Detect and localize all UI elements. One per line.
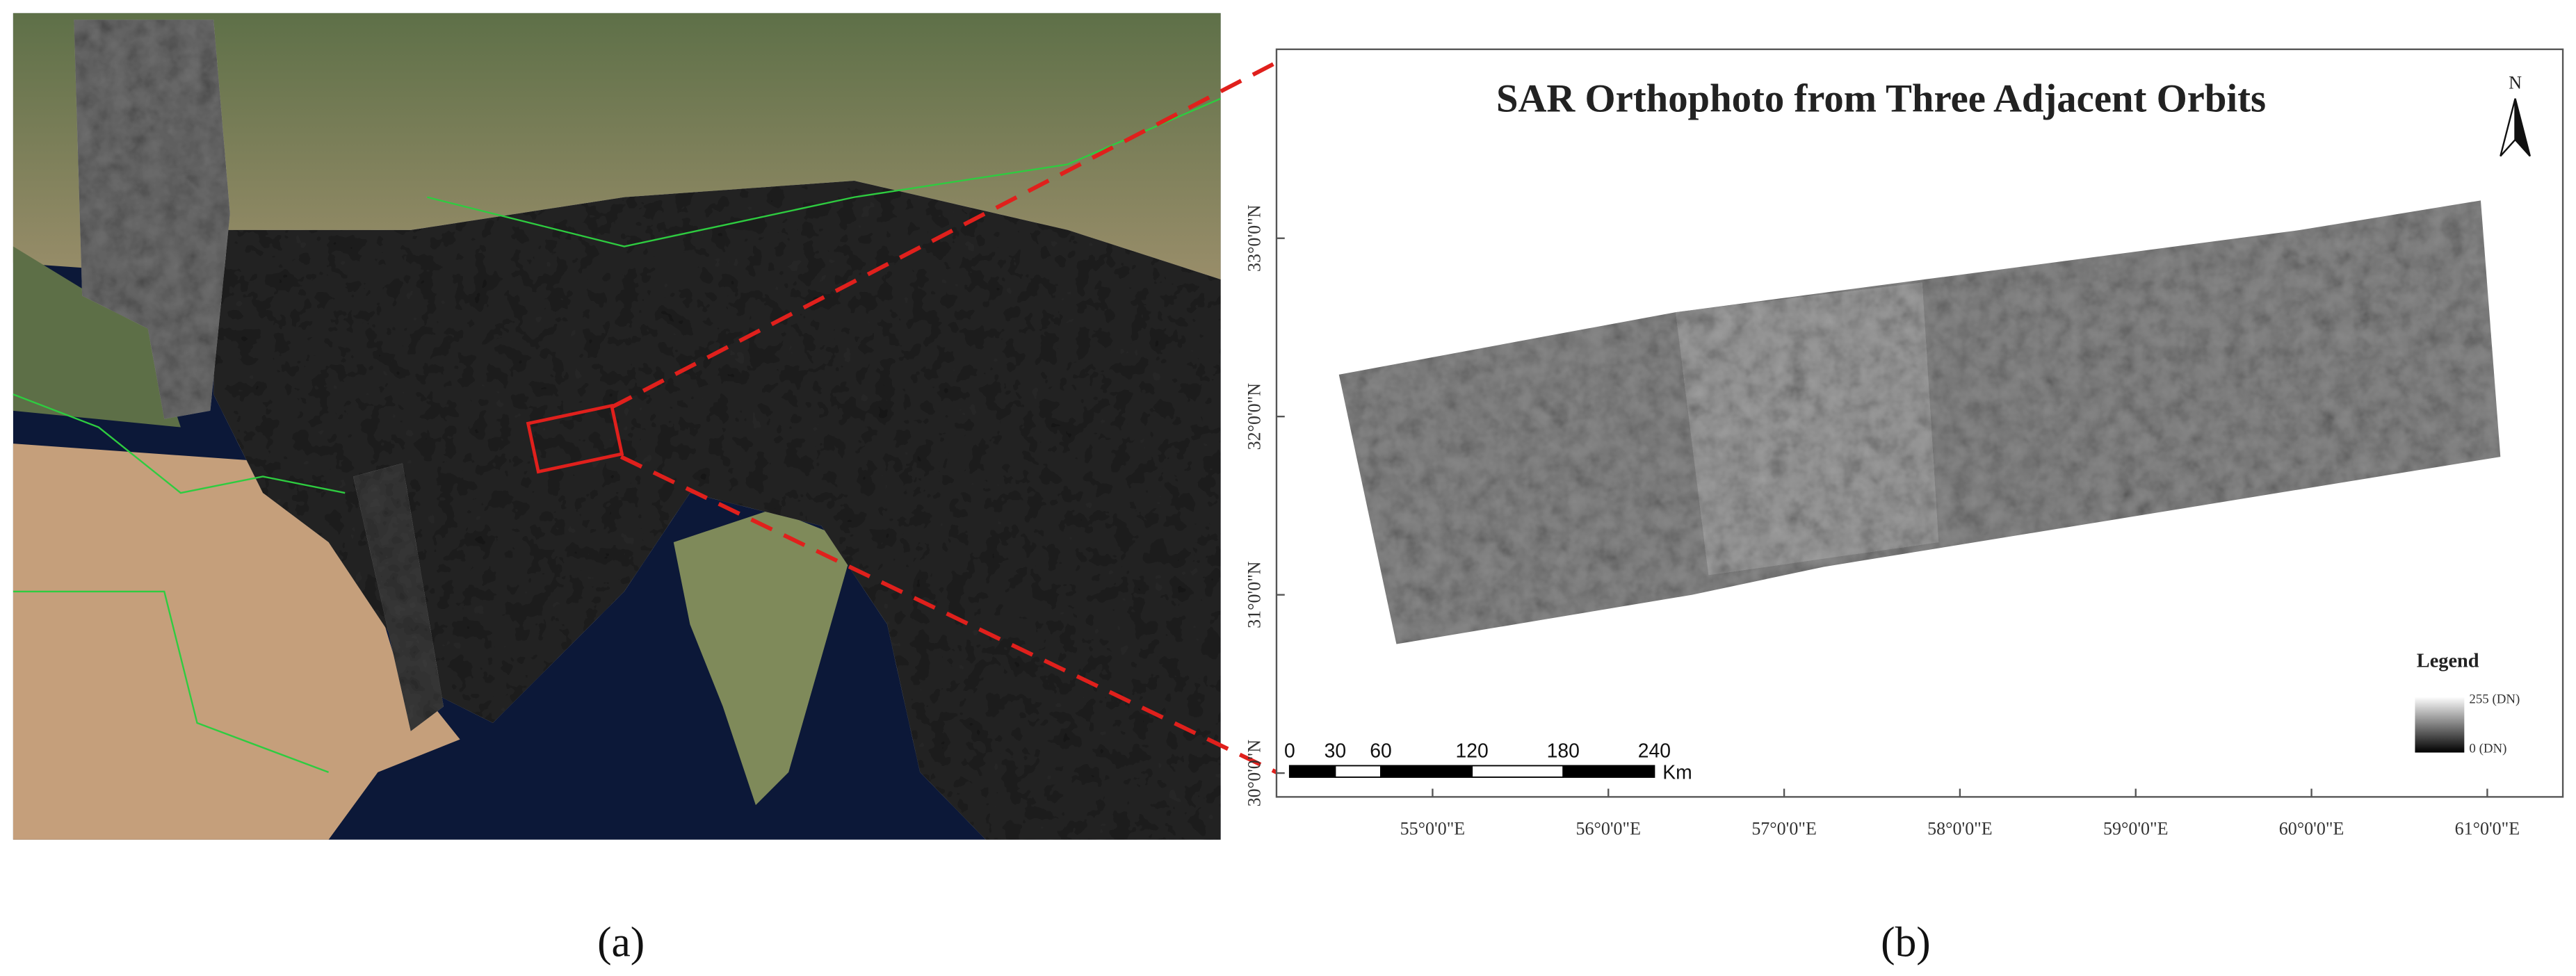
lon-label: 59°0'0"E (2103, 819, 2169, 839)
legend-ramp (2415, 697, 2465, 753)
lat-label: 31°0'0"N (1244, 561, 1264, 628)
scale-label: 30 (1325, 740, 1347, 763)
sar-mosaic (213, 181, 1221, 840)
lat-label: 32°0'0"N (1244, 383, 1264, 450)
scale-segment (1334, 765, 1382, 778)
scale-label: 0 (1284, 740, 1295, 763)
scale-label: 180 (1547, 740, 1580, 763)
scale-segment (1562, 765, 1655, 778)
zoom-line (619, 455, 1278, 774)
sar-orbit (1676, 282, 1939, 576)
scale-unit: Km (1662, 761, 1692, 783)
land-europe (13, 246, 181, 428)
panel-b-label: (b) (1881, 919, 1931, 966)
border (427, 97, 1222, 247)
panel-a-label: (a) (597, 919, 645, 966)
legend-title: Legend (2417, 651, 2479, 672)
lon-label: 60°0'0"E (2279, 819, 2344, 839)
lon-label: 57°0'0"E (1751, 819, 1817, 839)
scale-segment (1288, 765, 1336, 778)
lat-label: 33°0'0"N (1244, 204, 1264, 272)
scale-label: 120 (1455, 740, 1488, 763)
border (13, 590, 329, 774)
lon-label: 58°0'0"E (1927, 819, 1993, 839)
scale-segment (1380, 765, 1473, 778)
study-area-box (526, 403, 624, 474)
lon-label: 61°0'0"E (2455, 819, 2520, 839)
zoom-line (610, 60, 1278, 409)
land-india (673, 509, 854, 806)
north-arrow (2514, 98, 2531, 157)
panel-b-title: SAR Orthophoto from Three Adjacent Orbit… (1496, 77, 2266, 121)
legend-high: 255 (DN) (2469, 692, 2520, 707)
lon-label: 56°0'0"E (1576, 819, 1642, 839)
legend-low: 0 (DN) (2469, 742, 2506, 756)
lon-label: 55°0'0"E (1400, 819, 1466, 839)
lat-label: 30°0'0"N (1244, 740, 1264, 807)
north-label: N (2509, 73, 2522, 93)
sar-strip (74, 19, 230, 419)
sar-strip (353, 463, 444, 731)
panel-a-map (13, 13, 1222, 840)
scale-label: 240 (1638, 740, 1671, 763)
border (13, 393, 346, 494)
scale-label: 60 (1370, 740, 1392, 763)
scale-segment (1471, 765, 1564, 778)
graticule: 33°0'0"N 32°0'0"N 31°0'0"N 30°0'0"N 55°0'0"E… (1244, 204, 2520, 838)
